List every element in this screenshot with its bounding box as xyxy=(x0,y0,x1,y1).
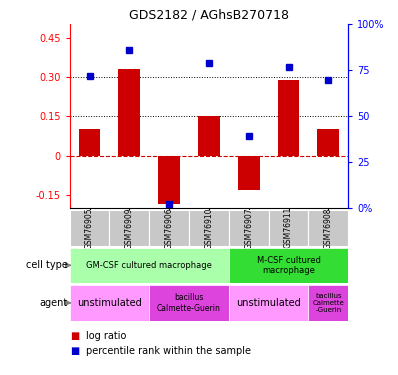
Bar xyxy=(70,248,229,283)
Text: GSM76910: GSM76910 xyxy=(205,207,213,249)
Bar xyxy=(318,129,339,156)
Bar xyxy=(189,210,229,246)
Text: percentile rank within the sample: percentile rank within the sample xyxy=(86,346,251,355)
Bar xyxy=(119,69,140,156)
Bar xyxy=(278,80,300,156)
Text: bacillus
Calmette-Guerin: bacillus Calmette-Guerin xyxy=(157,293,221,312)
Text: M-CSF cultured
macrophage: M-CSF cultured macrophage xyxy=(257,256,320,275)
Title: GDS2182 / AGhsB270718: GDS2182 / AGhsB270718 xyxy=(129,9,289,22)
Text: ■: ■ xyxy=(70,331,79,340)
Bar xyxy=(198,116,220,156)
Bar xyxy=(269,210,308,246)
Bar xyxy=(149,210,189,246)
Text: GSM76911: GSM76911 xyxy=(284,207,293,249)
Text: bacillus
Calmette
-Guerin: bacillus Calmette -Guerin xyxy=(312,293,344,313)
Text: GSM76905: GSM76905 xyxy=(85,207,94,249)
Text: GSM76908: GSM76908 xyxy=(324,207,333,249)
Bar xyxy=(308,210,348,246)
Text: GSM76907: GSM76907 xyxy=(244,207,253,249)
Bar xyxy=(229,210,269,246)
Text: ■: ■ xyxy=(70,346,79,355)
Bar xyxy=(109,210,149,246)
Text: agent: agent xyxy=(39,298,68,308)
Text: GM-CSF cultured macrophage: GM-CSF cultured macrophage xyxy=(86,261,212,270)
Text: GSM76909: GSM76909 xyxy=(125,207,134,249)
Text: cell type: cell type xyxy=(26,260,68,270)
Bar xyxy=(229,248,348,283)
Text: unstimulated: unstimulated xyxy=(77,298,142,308)
Text: unstimulated: unstimulated xyxy=(236,298,301,308)
Bar xyxy=(229,285,308,321)
Bar xyxy=(158,156,180,204)
Bar xyxy=(70,285,149,321)
Bar xyxy=(149,285,229,321)
Bar xyxy=(308,285,348,321)
Text: log ratio: log ratio xyxy=(86,331,126,340)
Bar xyxy=(78,129,100,156)
Bar xyxy=(70,210,109,246)
Text: GSM76906: GSM76906 xyxy=(165,207,174,249)
Bar xyxy=(238,156,259,190)
